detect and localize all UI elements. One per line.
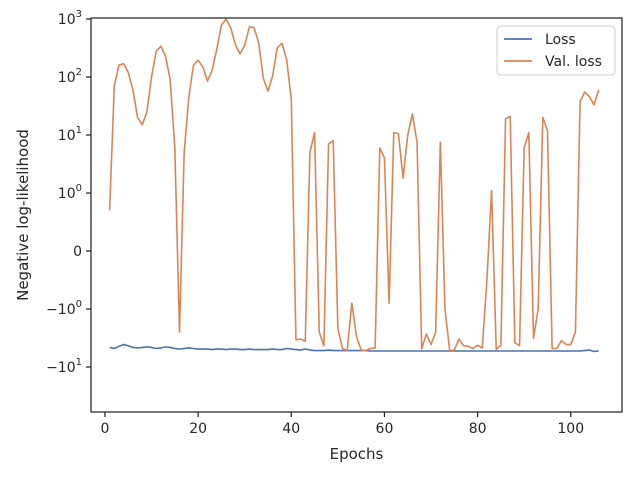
y-tick-label: 101 (58, 125, 82, 144)
x-tick-label: 60 (376, 421, 394, 437)
legend-label-val-loss: Val. loss (545, 54, 602, 70)
x-tick-label: 80 (469, 421, 487, 437)
x-tick-label: 40 (282, 421, 300, 437)
x-tick-label: 100 (557, 421, 584, 437)
y-axis-ticks: −101 −100 0 100 101 102 103 (46, 9, 91, 376)
x-tick-label: 20 (189, 421, 207, 437)
x-tick-label: 0 (101, 421, 110, 437)
legend-label-loss: Loss (545, 32, 576, 48)
series-line-val-loss (108, 18, 600, 352)
plot-frame (90, 17, 623, 413)
y-tick-label: 103 (58, 9, 82, 28)
x-axis-label: Epochs (330, 445, 384, 463)
y-tick-label: 0 (73, 244, 82, 260)
y-tick-label: 100 (58, 183, 82, 202)
y-axis-label: Negative log-likelihood (14, 129, 32, 301)
plot-lines (108, 18, 600, 353)
y-tick-label: 102 (58, 67, 82, 86)
y-tick-label: −101 (46, 357, 82, 376)
legend: Loss Val. loss (496, 25, 616, 76)
series-line-loss (109, 343, 599, 353)
x-axis-ticks: 0 20 40 60 80 100 (101, 412, 584, 437)
y-tick-label: −100 (46, 299, 82, 318)
